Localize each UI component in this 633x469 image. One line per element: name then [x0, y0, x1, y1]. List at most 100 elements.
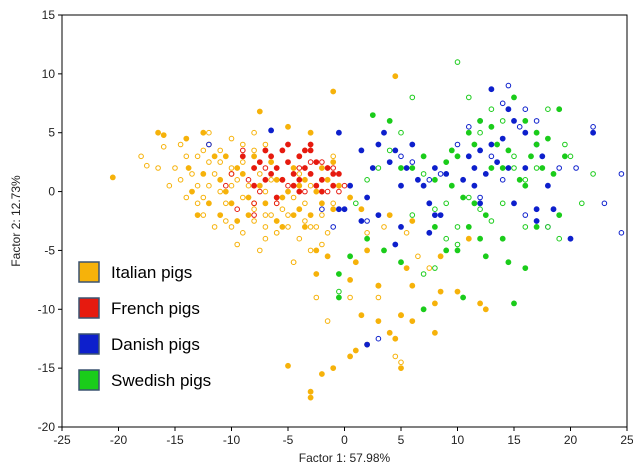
danish-pigs-hollow-point: [426, 177, 433, 183]
swedish-pigs-point: [471, 141, 478, 148]
italian-pigs-point: [352, 347, 359, 354]
italian-pigs-point: [217, 176, 224, 183]
x-tick-label: -25: [53, 433, 71, 447]
swedish-pigs-point: [482, 212, 489, 218]
italian-pigs-hollow-point: [206, 159, 212, 165]
italian-pigs-point: [268, 159, 274, 165]
swedish-pigs-point: [431, 223, 438, 230]
french-pigs-point: [301, 147, 308, 154]
italian-pigs-point: [358, 206, 365, 213]
danish-pigs-point: [347, 182, 353, 189]
danish-pigs-point: [494, 159, 500, 165]
swedish-pigs-hollow-point: [454, 59, 461, 65]
french-pigs-hollow-point: [302, 188, 308, 195]
legend-label-french-pigs: French pigs: [111, 299, 200, 318]
italian-pigs-point: [307, 129, 314, 136]
french-pigs-hollow-point: [336, 188, 342, 195]
swedish-pigs-point: [409, 165, 416, 171]
italian-pigs-point: [465, 235, 472, 242]
swedish-pigs-point: [482, 253, 489, 260]
swedish-pigs-point: [386, 118, 393, 124]
danish-pigs-point: [335, 206, 342, 213]
italian-pigs-hollow-point: [234, 177, 240, 183]
swedish-pigs-hollow-point: [409, 94, 416, 101]
italian-pigs-point: [222, 188, 229, 195]
italian-pigs-point: [313, 271, 320, 277]
danish-pigs-hollow-point: [206, 141, 212, 148]
danish-pigs-hollow-point: [618, 171, 625, 177]
italian-pigs-hollow-point: [240, 194, 246, 201]
swedish-pigs-hollow-point: [556, 235, 563, 242]
italian-pigs-point: [194, 212, 201, 218]
french-pigs-hollow-point: [341, 182, 348, 189]
y-tick-label: 5: [48, 126, 55, 140]
swedish-pigs-point: [460, 294, 466, 301]
swedish-pigs-hollow-point: [420, 171, 427, 177]
italian-pigs-hollow-point: [240, 141, 246, 148]
italian-pigs-hollow-point: [172, 165, 178, 171]
french-pigs-point: [285, 141, 291, 148]
italian-pigs-hollow-point: [223, 200, 229, 207]
italian-pigs-hollow-point: [296, 171, 303, 177]
y-tick-label: -20: [38, 420, 56, 434]
swedish-pigs-hollow-point: [533, 165, 540, 171]
italian-pigs-hollow-point: [183, 153, 190, 160]
danish-pigs-hollow-point: [398, 153, 404, 160]
italian-pigs-point: [273, 176, 280, 183]
italian-pigs-hollow-point: [302, 218, 308, 224]
danish-pigs-hollow-point: [499, 100, 506, 107]
danish-pigs-hollow-point: [522, 106, 529, 112]
danish-pigs-point: [375, 212, 382, 218]
swedish-pigs-hollow-point: [511, 153, 517, 160]
italian-pigs-point: [392, 73, 399, 80]
danish-pigs-hollow-point: [601, 200, 608, 207]
danish-pigs-point: [364, 194, 370, 201]
danish-pigs-point: [386, 159, 393, 165]
danish-pigs-point: [392, 147, 399, 154]
italian-pigs-hollow-point: [138, 153, 144, 160]
italian-pigs-hollow-point: [398, 359, 404, 366]
italian-pigs-point: [307, 388, 314, 395]
italian-pigs-hollow-point: [234, 241, 240, 248]
swedish-pigs-hollow-point: [432, 206, 438, 212]
italian-pigs-point: [431, 300, 438, 307]
italian-pigs-point: [307, 212, 314, 218]
italian-pigs-point: [183, 135, 190, 142]
x-tick-label: 0: [341, 433, 348, 447]
italian-pigs-hollow-point: [166, 182, 173, 189]
italian-pigs-hollow-point: [307, 247, 314, 254]
italian-pigs-hollow-point: [290, 194, 297, 201]
french-pigs-point: [324, 165, 331, 171]
swedish-pigs-hollow-point: [443, 235, 450, 242]
italian-pigs-hollow-point: [330, 153, 337, 160]
swedish-pigs-point: [522, 182, 529, 189]
y-tick-label: -15: [38, 361, 56, 375]
italian-pigs-hollow-point: [194, 153, 201, 160]
italian-pigs-point: [347, 353, 353, 360]
italian-pigs-point: [324, 176, 331, 183]
italian-pigs-point: [318, 371, 325, 377]
swedish-pigs-point: [398, 259, 404, 266]
italian-pigs-point: [245, 194, 252, 201]
italian-pigs-point: [245, 212, 252, 218]
italian-pigs-point: [290, 165, 297, 171]
french-pigs-hollow-point: [285, 182, 291, 189]
italian-pigs-point: [403, 265, 410, 271]
french-pigs-hollow-point: [257, 188, 263, 195]
swedish-pigs-point: [335, 294, 342, 301]
french-pigs-point: [307, 147, 314, 154]
danish-pigs-point: [437, 212, 444, 218]
italian-pigs-point: [482, 306, 489, 313]
swedish-pigs-point: [454, 247, 461, 254]
swedish-pigs-hollow-point: [420, 271, 427, 277]
swedish-pigs-point: [335, 271, 342, 277]
x-tick-label: 20: [564, 433, 578, 447]
danish-pigs-point: [268, 127, 274, 134]
danish-pigs-hollow-point: [375, 335, 382, 342]
italian-pigs-point: [285, 188, 291, 195]
french-pigs-hollow-point: [223, 182, 229, 189]
swedish-pigs-point: [488, 165, 495, 171]
italian-pigs-point: [358, 312, 365, 319]
